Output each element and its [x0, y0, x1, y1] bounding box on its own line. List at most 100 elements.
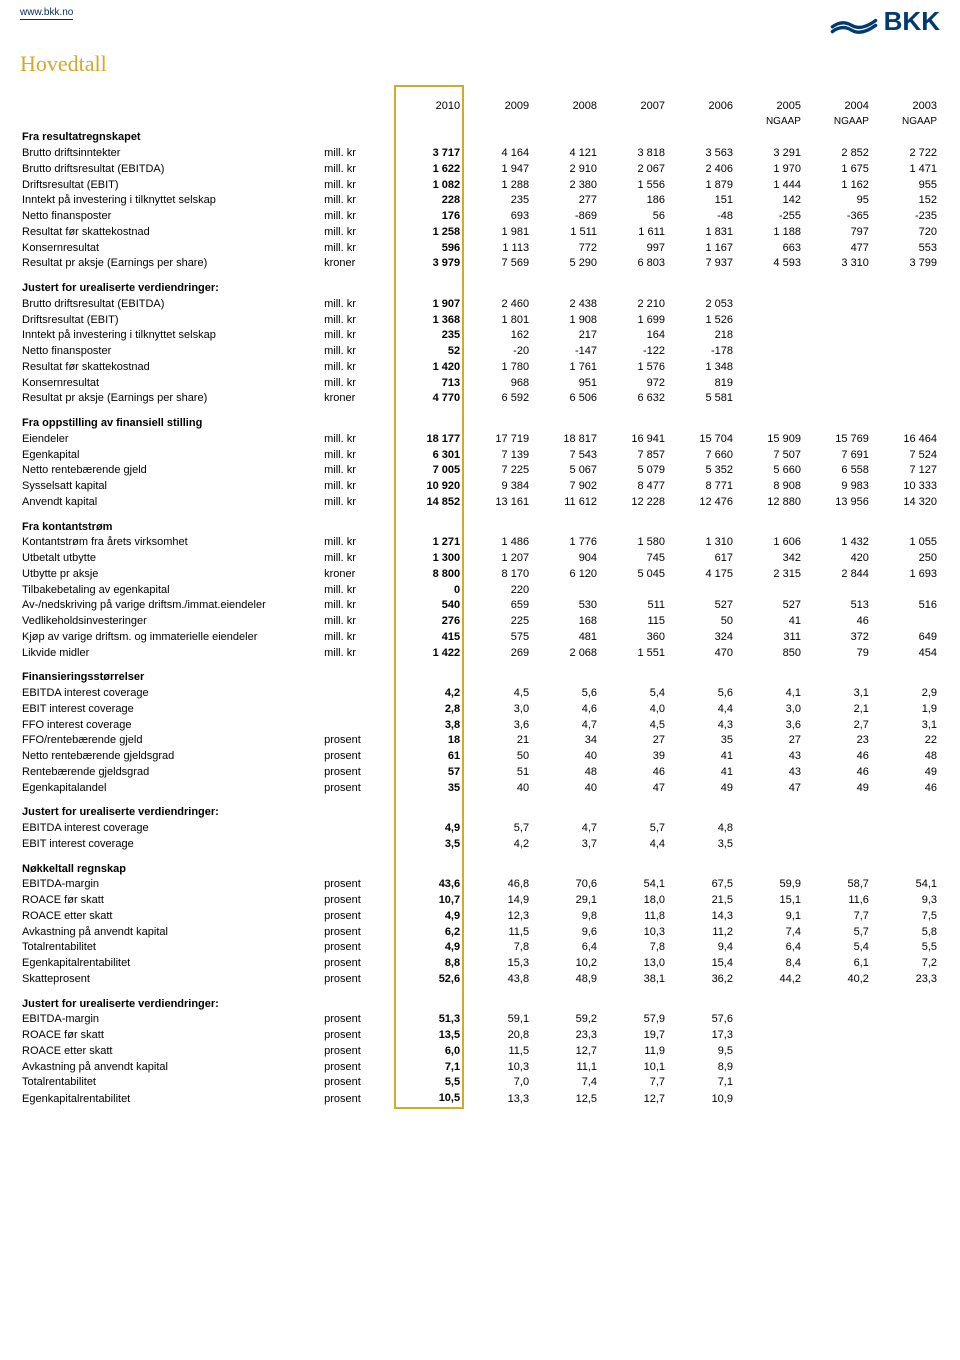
row-value: [871, 837, 939, 853]
row-value: 8 800: [395, 567, 463, 583]
row-label: Avkastning på anvendt kapital: [20, 925, 322, 941]
row-value: 477: [803, 241, 871, 257]
row-value: 3 979: [395, 256, 463, 272]
row-value: -365: [803, 209, 871, 225]
row-value: [803, 313, 871, 329]
row-value: 8 477: [599, 479, 667, 495]
row-value: 14,9: [463, 893, 531, 909]
row-value: 1 693: [871, 567, 939, 583]
row-value: 4,0: [599, 702, 667, 718]
site-url[interactable]: www.bkk.no: [20, 6, 73, 18]
row-value: 142: [735, 193, 803, 209]
row-value: 18 817: [531, 432, 599, 448]
row-value: 50: [667, 614, 735, 630]
row-value: 1 675: [803, 162, 871, 178]
row-value: -235: [871, 209, 939, 225]
data-row: ROACE før skattprosent13,520,823,319,717…: [20, 1028, 939, 1044]
row-value: 1 258: [395, 225, 463, 241]
data-row: EBIT interest coverage3,54,23,74,43,5: [20, 837, 939, 853]
row-value: 43,6: [395, 877, 463, 893]
row-value: -48: [667, 209, 735, 225]
row-value: 3,5: [667, 837, 735, 853]
row-value: 7 691: [803, 448, 871, 464]
row-value: 1 907: [395, 297, 463, 313]
row-unit: mill. kr: [322, 360, 395, 376]
row-value: [803, 344, 871, 360]
row-value: 5,7: [599, 821, 667, 837]
data-row: EBITDA-marginprosent51,359,159,257,957,6: [20, 1012, 939, 1028]
row-value: 3 563: [667, 146, 735, 162]
row-value: 7 507: [735, 448, 803, 464]
row-value: 6 120: [531, 567, 599, 583]
row-value: 1 879: [667, 178, 735, 194]
row-value: 59,2: [531, 1012, 599, 1028]
row-unit: mill. kr: [322, 193, 395, 209]
data-row: Konsernresultatmill. kr713968951972819: [20, 376, 939, 392]
row-value: [803, 391, 871, 407]
row-label: Egenkapitalandel: [20, 781, 322, 797]
row-value: -20: [463, 344, 531, 360]
row-value: 43: [735, 765, 803, 781]
row-value: 951: [531, 376, 599, 392]
row-unit: prosent: [322, 781, 395, 797]
row-value: 4,2: [395, 686, 463, 702]
row-value: 10,9: [667, 1091, 735, 1108]
row-value: [803, 1012, 871, 1028]
data-row: EBITDA interest coverage4,24,55,65,45,64…: [20, 686, 939, 702]
row-value: 968: [463, 376, 531, 392]
row-value: 3,1: [803, 686, 871, 702]
row-value: 819: [667, 376, 735, 392]
row-label: FFO/rentebærende gjeld: [20, 733, 322, 749]
row-value: 1 780: [463, 360, 531, 376]
row-value: 2 844: [803, 567, 871, 583]
data-row: EBIT interest coverage2,83,04,64,04,43,0…: [20, 702, 939, 718]
row-value: 46,8: [463, 877, 531, 893]
row-value: 415: [395, 630, 463, 646]
row-value: 4,9: [395, 909, 463, 925]
year-header-row: 20102009200820072006200520042003: [20, 99, 939, 115]
row-value: 4,2: [463, 837, 531, 853]
row-value: 324: [667, 630, 735, 646]
row-value: 46: [803, 749, 871, 765]
row-value: [735, 821, 803, 837]
row-value: 276: [395, 614, 463, 630]
row-value: 850: [735, 646, 803, 662]
row-value: 2,1: [803, 702, 871, 718]
row-label: Totalrentabilitet: [20, 940, 322, 956]
row-value: 1 556: [599, 178, 667, 194]
row-unit: mill. kr: [322, 551, 395, 567]
row-value: 79: [803, 646, 871, 662]
row-value: [735, 583, 803, 599]
row-label: Netto finansposter: [20, 344, 322, 360]
row-value: [735, 1075, 803, 1091]
row-value: 9,3: [871, 893, 939, 909]
row-label: Egenkapitalrentabilitet: [20, 956, 322, 972]
row-value: [735, 1060, 803, 1076]
row-unit: mill. kr: [322, 448, 395, 464]
row-value: 10,7: [395, 893, 463, 909]
row-value: 0: [395, 583, 463, 599]
row-value: 51: [463, 765, 531, 781]
data-row: Resultat før skattekostnadmill. kr1 2581…: [20, 225, 939, 241]
row-value: 1 444: [735, 178, 803, 194]
row-value: 11 612: [531, 495, 599, 511]
row-label: Brutto driftsresultat (EBITDA): [20, 297, 322, 313]
row-unit: prosent: [322, 893, 395, 909]
section-heading-label: Justert for urealiserte verdiendringer:: [20, 796, 322, 821]
row-label: Rentebærende gjeldsgrad: [20, 765, 322, 781]
row-value: 7 857: [599, 448, 667, 464]
row-value: 1 113: [463, 241, 531, 257]
row-value: 11,9: [599, 1044, 667, 1060]
row-value: 29,1: [531, 893, 599, 909]
row-value: 18: [395, 733, 463, 749]
row-value: 151: [667, 193, 735, 209]
row-unit: prosent: [322, 877, 395, 893]
row-value: 3 799: [871, 256, 939, 272]
row-value: 9,4: [667, 940, 735, 956]
row-value: -178: [667, 344, 735, 360]
row-value: 4,3: [667, 718, 735, 734]
row-value: 10 333: [871, 479, 939, 495]
row-value: 481: [531, 630, 599, 646]
row-unit: prosent: [322, 956, 395, 972]
row-unit: prosent: [322, 1044, 395, 1060]
